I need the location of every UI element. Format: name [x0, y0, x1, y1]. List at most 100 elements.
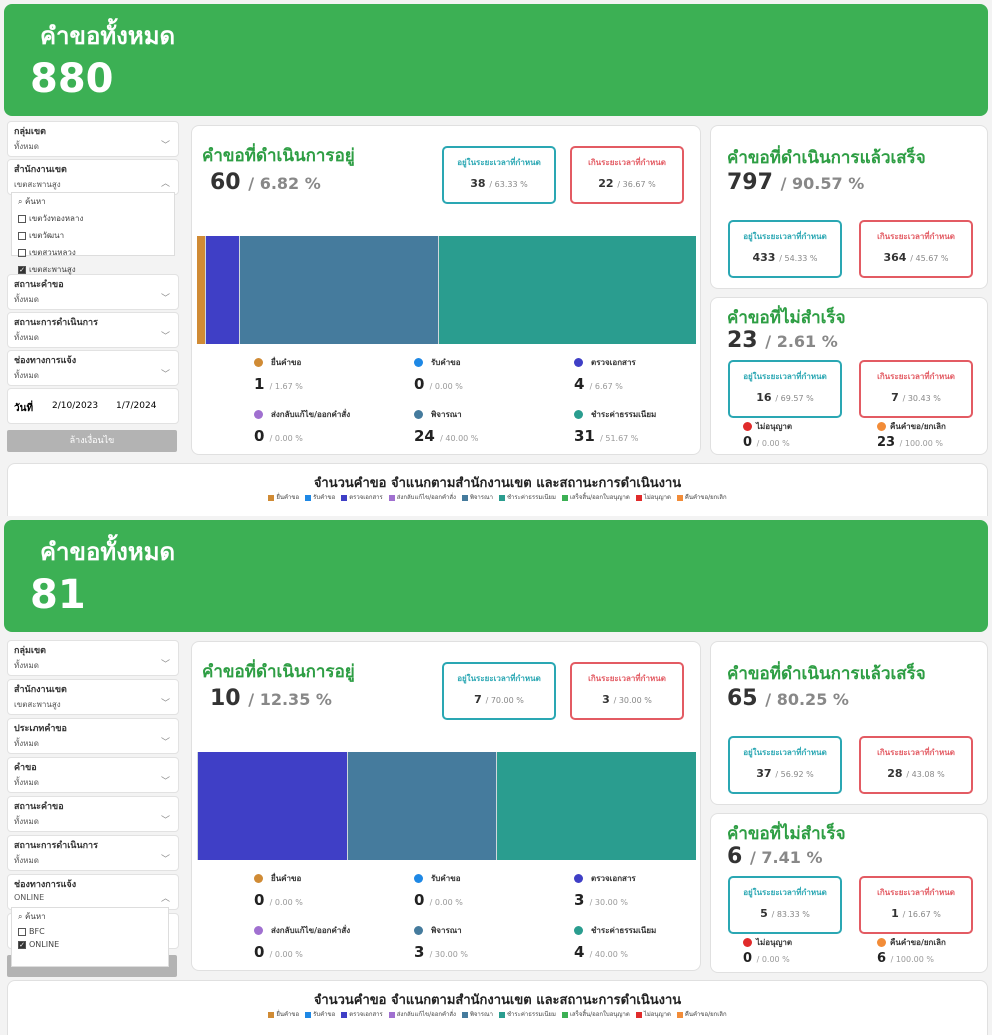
filter-select[interactable]: ทั้งหมด ﹀ — [8, 367, 178, 384]
filter-value: เขตสะพานสูง — [14, 180, 61, 189]
legend-item[interactable]: ชำระค่าธรรมเนียม — [498, 1011, 556, 1018]
filter-label: สถานะคำขอ — [14, 802, 64, 812]
legend-item[interactable]: ส่งกลับแก้ไข/ออกคำสั่ง — [388, 494, 456, 501]
stage-stat: รับคำขอ 0 / 0.00 % — [414, 874, 463, 909]
chevron-down-icon[interactable]: ﹀ — [160, 816, 170, 826]
chevron-down-icon[interactable]: ﹀ — [160, 699, 170, 709]
dropdown-option[interactable]: BFC — [12, 925, 168, 938]
bar-segment-4[interactable] — [238, 236, 439, 344]
chevron-down-icon[interactable]: ﹀ — [160, 332, 170, 342]
failed-card: คำขอที่ไม่สำเร็จ 6 / 7.41 % อยู่ในระยะเว… — [710, 813, 988, 973]
search-icon: ⌕ — [18, 912, 23, 921]
over-time-box: เกินระยะเวลาที่กำหนด 1 / 16.67 % — [859, 876, 973, 934]
legend-item[interactable]: ไม่อนุญาต — [635, 1011, 671, 1018]
filter-select[interactable]: เขตสะพานสูง ︿ — [8, 176, 178, 193]
filter-select[interactable]: ONLINE ︿ — [8, 891, 178, 904]
date-from-input[interactable]: 2/10/2023 — [52, 401, 99, 411]
chevron-down-icon[interactable]: ﹀ — [160, 370, 170, 380]
filter-0[interactable]: กลุ่มเขต ทั้งหมด ﹀ — [7, 121, 179, 157]
within-time-box: อยู่ในระยะเวลาที่กำหนด 16 / 69.57 % — [728, 360, 842, 418]
dropdown-option[interactable]: ✓ เขตสะพานสูง — [12, 261, 174, 278]
filter-select[interactable]: ทั้งหมด ﹀ — [8, 774, 178, 791]
filter-2[interactable]: ประเภทคำขอ ทั้งหมด ﹀ — [7, 718, 179, 754]
filter-value: ทั้งหมด — [14, 371, 39, 380]
chevron-up-icon[interactable]: ︿ — [160, 179, 170, 189]
legend-item[interactable]: พิจารณา — [461, 494, 493, 501]
filter-select[interactable]: ทั้งหมด ﹀ — [8, 735, 178, 752]
bar-segment-4[interactable] — [346, 752, 497, 860]
filter-select[interactable]: ทั้งหมด ﹀ — [8, 329, 178, 346]
checkbox[interactable] — [18, 231, 26, 240]
legend-item[interactable]: ตรวจเอกสาร — [341, 1011, 383, 1018]
filter-1[interactable]: สำนักงานเขต เขตสะพานสูง ﹀ — [7, 679, 179, 715]
chevron-up-icon[interactable]: ︿ — [160, 894, 170, 904]
checkbox[interactable] — [18, 927, 26, 936]
filter-4[interactable]: สถานะคำขอ ทั้งหมด ﹀ — [7, 796, 179, 832]
stage-stat: ยื่นคำขอ 1 / 1.67 % — [254, 358, 303, 393]
stage-stat: ส่งกลับแก้ไข/ออกคำสั่ง 0 / 0.00 % — [254, 926, 351, 961]
completed-card: คำขอที่ดำเนินการแล้วเสร็จ 797 / 90.57 % … — [710, 125, 988, 289]
date-label: วันที่ — [14, 403, 34, 414]
legend-item[interactable]: เสร็จสิ้น/ออกใบอนุญาต — [561, 494, 630, 501]
chart-title: จำนวนคำขอ จำแนกตามสำนักงานเขต และสถานะกา… — [313, 993, 682, 1008]
legend-item[interactable]: พิจารณา — [461, 1011, 493, 1018]
failed-count: 23 / 2.61 % — [727, 328, 838, 353]
filter-select[interactable]: ทั้งหมด ﹀ — [8, 657, 178, 674]
legend-item[interactable]: ส่งกลับแก้ไข/ออกคำสั่ง — [388, 1011, 456, 1018]
bar-segment-5[interactable] — [438, 236, 696, 344]
failed-card: คำขอที่ไม่สำเร็จ 23 / 2.61 % อยู่ในระยะเ… — [710, 297, 988, 455]
checkbox[interactable] — [18, 214, 26, 223]
bar-segment-5[interactable] — [496, 752, 696, 860]
option-label: BFC — [29, 927, 45, 936]
dropdown-option[interactable]: เขตวัฒนา — [12, 227, 174, 244]
bar-segment-0[interactable] — [197, 236, 206, 344]
dropdown-option[interactable]: เขตวังทองหลาง — [12, 210, 174, 227]
filter-value: ทั้งหมด — [14, 333, 39, 342]
filter-3[interactable]: คำขอ ทั้งหมด ﹀ — [7, 757, 179, 793]
date-to-input[interactable]: 1/7/2024 — [116, 401, 157, 411]
total-count: 880 — [30, 56, 114, 102]
filter-1[interactable]: สำนักงานเขต เขตสะพานสูง ︿ — [7, 159, 179, 195]
checkbox[interactable]: ✓ — [18, 265, 26, 274]
within-time-box: อยู่ในระยะเวลาที่กำหนด 38 / 63.33 % — [442, 146, 556, 204]
filter-0[interactable]: กลุ่มเขต ทั้งหมด ﹀ — [7, 640, 179, 676]
district-status-chart: จำนวนคำขอ จำแนกตามสำนักงานเขต และสถานะกา… — [7, 463, 988, 516]
filter-2[interactable]: สถานะคำขอ ทั้งหมด ﹀ — [7, 274, 179, 310]
legend-item[interactable]: ชำระค่าธรรมเนียม — [498, 494, 556, 501]
legend-item[interactable]: รับคำขอ — [305, 1011, 335, 1018]
clear-filters-button[interactable]: ล้างเงื่อนไข — [7, 430, 177, 452]
filter-select[interactable]: ทั้งหมด ﹀ — [8, 813, 178, 830]
chevron-down-icon[interactable]: ﹀ — [160, 777, 170, 787]
filter-select[interactable]: เขตสะพานสูง ﹀ — [8, 696, 178, 713]
filter-6[interactable]: ช่องทางการแจ้ง ONLINE ︿ — [7, 874, 179, 910]
legend-item[interactable]: ไม่อนุญาต — [635, 494, 671, 501]
filter-label: ช่องทางการแจ้ง — [14, 880, 77, 890]
filter-select[interactable]: ทั้งหมด ﹀ — [8, 138, 178, 155]
legend-item[interactable]: ยื่นคำขอ — [268, 494, 299, 501]
chevron-down-icon[interactable]: ﹀ — [160, 738, 170, 748]
legend-item[interactable]: ตรวจเอกสาร — [341, 494, 383, 501]
chevron-down-icon[interactable]: ﹀ — [160, 660, 170, 670]
legend-item[interactable]: คืนคำขอ/ยกเลิก — [676, 494, 727, 501]
dropdown-option[interactable]: เขตสวนหลวง — [12, 244, 174, 261]
filter-3[interactable]: สถานะการดำเนินการ ทั้งหมด ﹀ — [7, 312, 179, 348]
chevron-down-icon[interactable]: ﹀ — [160, 855, 170, 865]
filter-5[interactable]: สถานะการดำเนินการ ทั้งหมด ﹀ — [7, 835, 179, 871]
dropdown-search[interactable]: ⌕ ค้นหา — [12, 193, 174, 210]
filter-select[interactable]: ทั้งหมด ﹀ — [8, 291, 178, 308]
card-title: คำขอที่ไม่สำเร็จ — [727, 308, 846, 328]
chevron-down-icon[interactable]: ﹀ — [160, 141, 170, 151]
checkbox[interactable] — [18, 248, 26, 257]
filter-4[interactable]: ช่องทางการแจ้ง ทั้งหมด ﹀ — [7, 350, 179, 386]
legend-item[interactable]: เสร็จสิ้น/ออกใบอนุญาต — [561, 1011, 630, 1018]
legend-item[interactable]: คืนคำขอ/ยกเลิก — [676, 1011, 727, 1018]
legend-item[interactable]: ยื่นคำขอ — [268, 1011, 299, 1018]
checkbox[interactable]: ✓ — [18, 940, 26, 949]
legend-item[interactable]: รับคำขอ — [305, 494, 335, 501]
chevron-down-icon[interactable]: ﹀ — [160, 294, 170, 304]
dropdown-search[interactable]: ⌕ ค้นหา — [12, 908, 168, 925]
bar-segment-2[interactable] — [205, 236, 239, 344]
bar-segment-2[interactable] — [197, 752, 347, 860]
filter-select[interactable]: ทั้งหมด ﹀ — [8, 852, 178, 869]
dropdown-option[interactable]: ✓ ONLINE — [12, 938, 168, 951]
